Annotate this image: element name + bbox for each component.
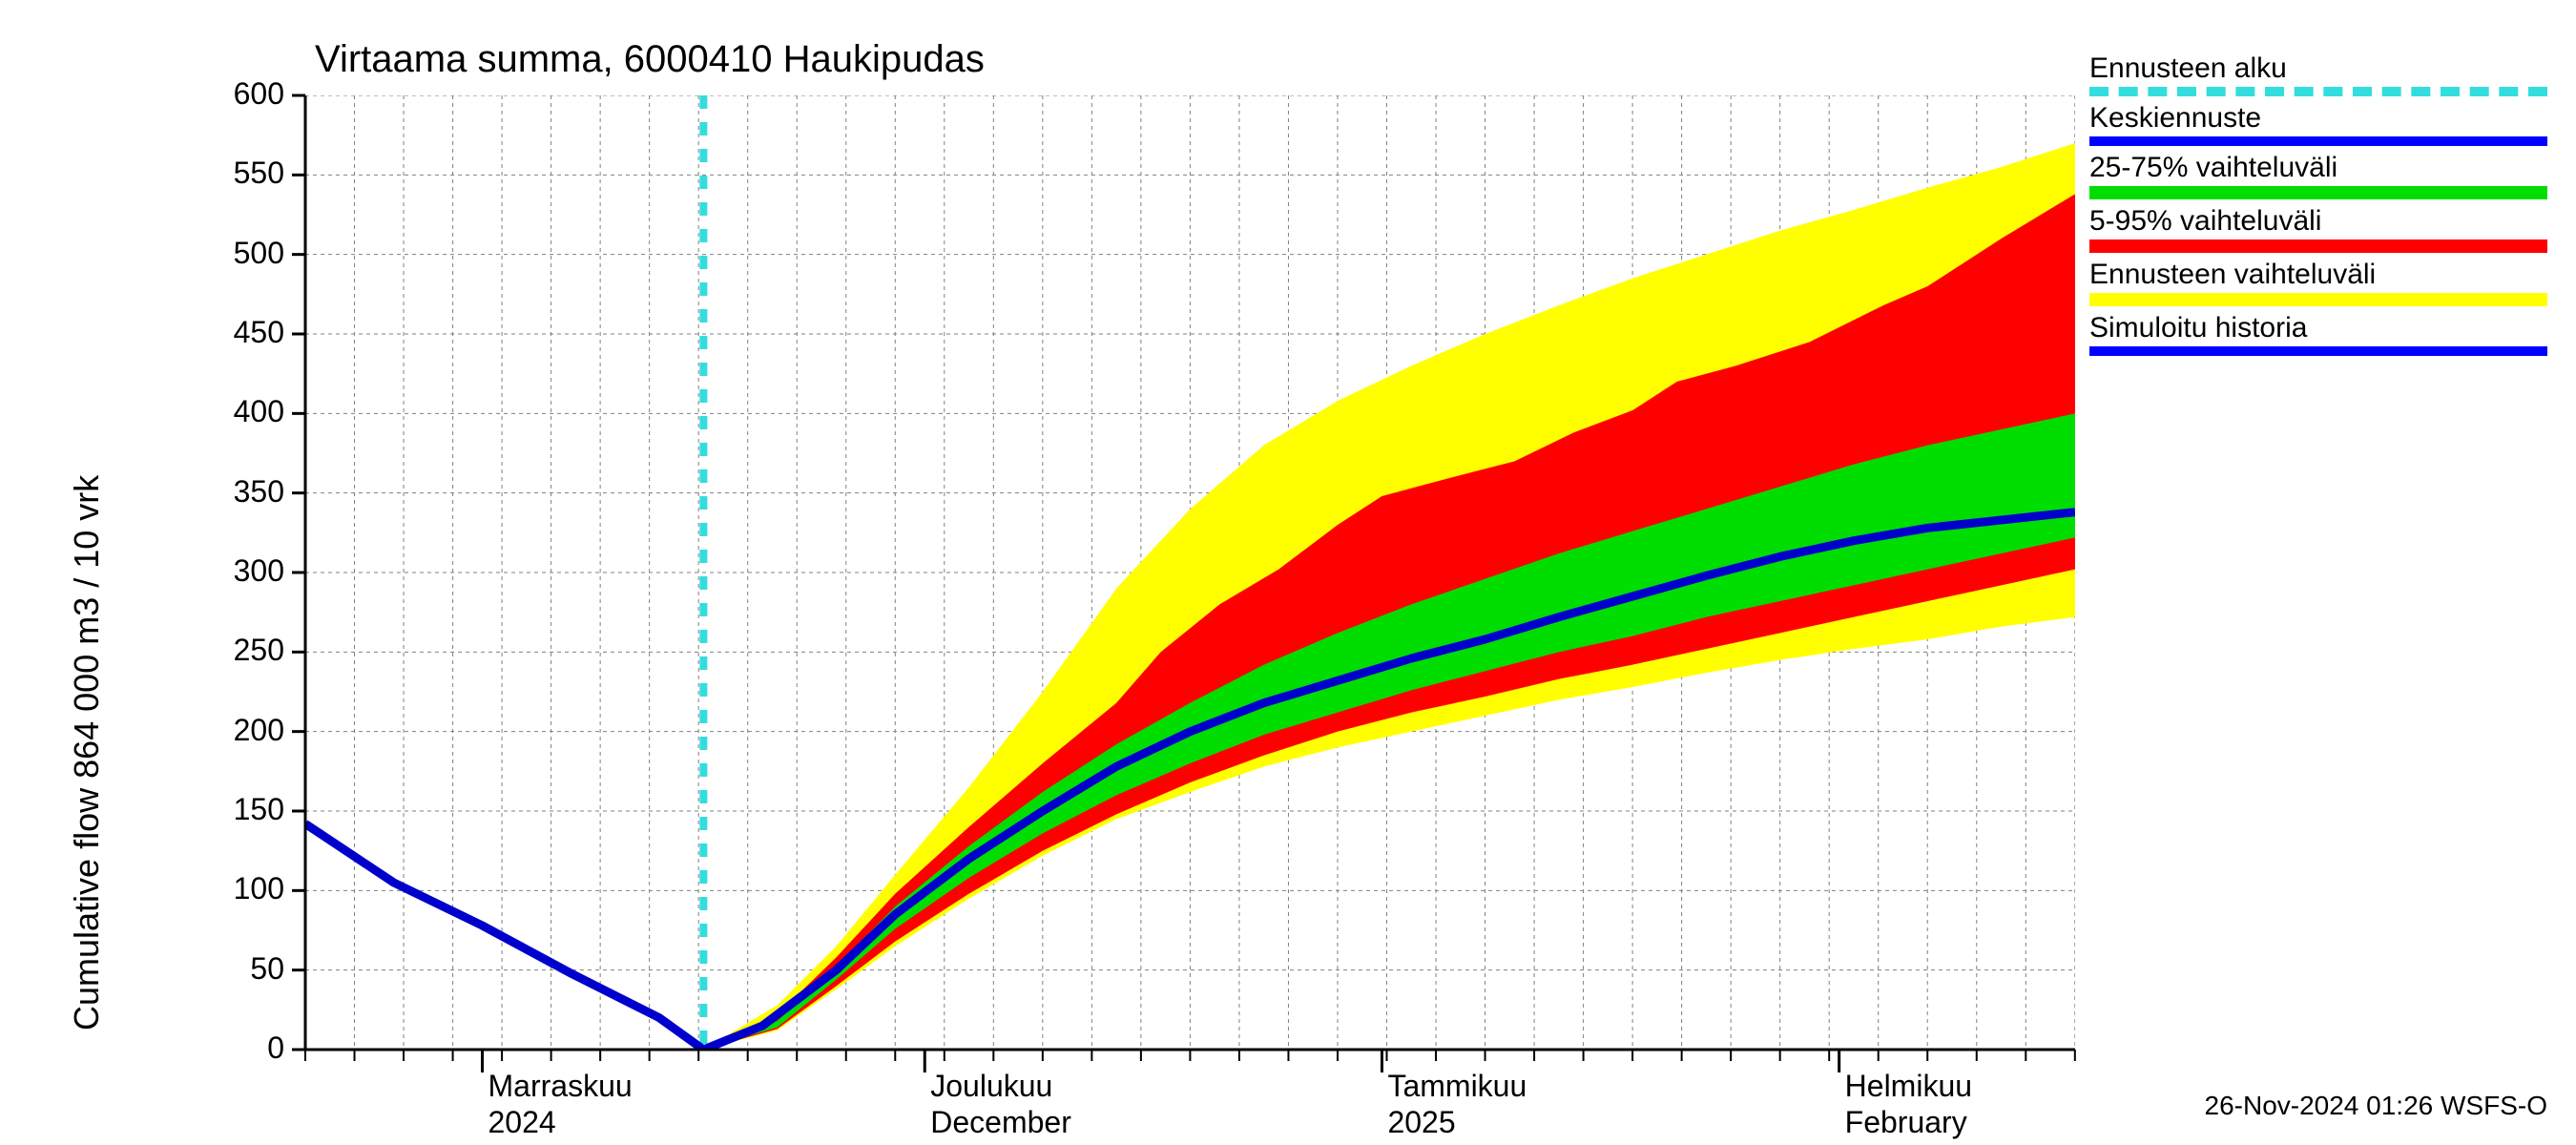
x-tick-label-line1: Helmikuu: [1845, 1069, 1972, 1104]
x-tick-label-line1: Joulukuu: [930, 1069, 1052, 1104]
legend-item-p5_95: 5-95% vaihteluväli: [2089, 205, 2547, 253]
chart-container: Virtaama summa, 6000410 Haukipudas Cumul…: [0, 0, 2576, 1145]
legend-item-median: Keskiennuste: [2089, 102, 2547, 146]
y-tick-label: 600: [234, 76, 284, 112]
legend-swatch: [2089, 346, 2547, 356]
y-tick-label: 450: [234, 315, 284, 350]
y-tick-label: 200: [234, 713, 284, 748]
legend-swatch: [2089, 293, 2547, 306]
y-tick-label: 50: [250, 951, 284, 987]
legend-label: Keskiennuste: [2089, 102, 2547, 135]
x-tick-label-line2: December: [930, 1105, 1071, 1140]
legend: Ennusteen alku Keskiennuste 25-75% vaihtel…: [2089, 52, 2547, 362]
y-tick-label: 350: [234, 474, 284, 510]
legend-item-history: Simuloitu historia: [2089, 312, 2547, 356]
x-tick-label-line2: 2024: [488, 1105, 556, 1140]
legend-label: 25-75% vaihteluväli: [2089, 152, 2547, 184]
y-tick-label: 100: [234, 871, 284, 906]
y-tick-label: 550: [234, 156, 284, 191]
legend-label: 5-95% vaihteluväli: [2089, 205, 2547, 238]
legend-swatch: [2089, 136, 2547, 146]
legend-swatch: [2089, 186, 2547, 199]
legend-swatch: [2089, 87, 2547, 96]
y-tick-label: 300: [234, 553, 284, 589]
y-tick-label: 150: [234, 792, 284, 827]
y-tick-label: 0: [267, 1030, 284, 1066]
legend-swatch: [2089, 239, 2547, 253]
legend-item-forecast_start: Ennusteen alku: [2089, 52, 2547, 96]
legend-item-p25_75: 25-75% vaihteluväli: [2089, 152, 2547, 199]
legend-label: Ennusteen vaihteluväli: [2089, 259, 2547, 291]
y-tick-label: 500: [234, 236, 284, 271]
x-tick-label-line2: 2025: [1387, 1105, 1455, 1140]
legend-label: Simuloitu historia: [2089, 312, 2547, 344]
x-tick-label-line2: February: [1845, 1105, 1967, 1140]
x-tick-label-line1: Marraskuu: [488, 1069, 633, 1104]
y-tick-label: 250: [234, 633, 284, 668]
legend-item-full_range: Ennusteen vaihteluväli: [2089, 259, 2547, 306]
legend-label: Ennusteen alku: [2089, 52, 2547, 85]
x-tick-label-line1: Tammikuu: [1387, 1069, 1527, 1104]
y-tick-label: 400: [234, 394, 284, 429]
footer-timestamp: 26-Nov-2024 01:26 WSFS-O: [2205, 1091, 2548, 1121]
